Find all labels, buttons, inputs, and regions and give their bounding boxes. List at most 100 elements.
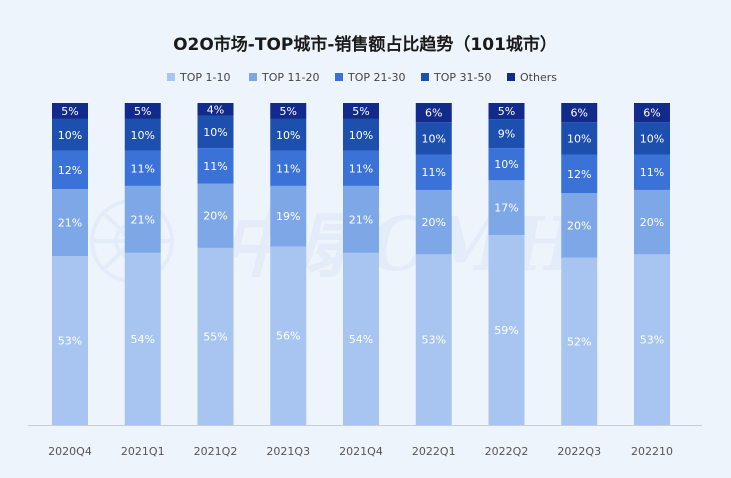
bar-segment (634, 103, 670, 123)
bar-segment (415, 122, 452, 155)
data-label: 10% (494, 158, 518, 171)
bar-segment (52, 103, 88, 119)
data-label: 5% (280, 105, 297, 118)
bar-segment (52, 256, 88, 425)
bar-segment (124, 252, 161, 425)
data-label: 54% (349, 333, 373, 346)
bar-segment (197, 115, 234, 149)
bar-segment (415, 254, 452, 425)
legend-label: TOP 21-30 (347, 71, 405, 84)
data-label: 5% (498, 105, 515, 118)
x-tick-label: 2020Q4 (48, 445, 92, 458)
bar-segment (561, 257, 598, 425)
data-label: 17% (494, 202, 518, 215)
legend-item: Others (507, 71, 557, 84)
data-label: 12% (567, 168, 591, 181)
legend-swatch (167, 73, 175, 81)
bar-segment (561, 122, 598, 155)
bar-stack: 52% 20% 12% 10% 6% (561, 103, 598, 425)
bar-stack: 53% 21% 12% 10% 5% (52, 103, 88, 425)
bar-segment (197, 183, 234, 248)
x-tick-label: 2021Q1 (121, 445, 165, 458)
legend-item: TOP 31-50 (421, 71, 491, 84)
bar-segment (561, 103, 598, 123)
bar-stack: 54% 21% 11% 10% 5% (124, 103, 161, 425)
data-label: 11% (131, 162, 155, 175)
data-label: 20% (203, 210, 227, 223)
data-label: 20% (567, 219, 591, 232)
legend-item: TOP 21-30 (335, 71, 405, 84)
bar-segment (343, 118, 379, 151)
x-tick-label: 2021Q3 (266, 445, 310, 458)
bar-segment (52, 118, 88, 151)
data-label: 20% (640, 216, 664, 229)
data-label: 21% (349, 213, 373, 226)
bar-segment (343, 103, 379, 119)
bars: 53% 21% 12% 10% 5% 54% 21% 11% 10% 5% 55% 20% 11% 10%… (52, 103, 670, 425)
data-label: 10% (131, 129, 155, 142)
bar-segment (488, 235, 525, 425)
legend-item: TOP 11-20 (249, 71, 319, 84)
data-label: 20% (422, 216, 446, 229)
data-label: 5% (352, 105, 369, 118)
data-label: 54% (131, 333, 155, 346)
bar-segment (634, 154, 670, 190)
bar-segment (488, 103, 525, 120)
data-label: 21% (131, 213, 155, 226)
data-label: 11% (276, 162, 300, 175)
bar-segment (270, 103, 307, 119)
data-label: 9% (498, 128, 515, 141)
legend-swatch (421, 73, 429, 81)
x-tick-label: 202210 (631, 445, 673, 458)
bar-segment (634, 122, 670, 155)
chart-title: O2O市场-TOP城市-销售额占比趋势（101城市） (173, 34, 557, 55)
bar-segment (197, 148, 234, 184)
x-tick-label: 2022Q3 (557, 445, 601, 458)
data-label: 56% (276, 330, 300, 343)
data-label: 10% (567, 132, 591, 145)
x-axis: 2020Q4 2021Q1 2021Q2 2021Q3 2021Q4 2022Q1 2022… (28, 425, 702, 458)
bar-stack: 59% 17% 10% 9% 5% (488, 103, 525, 425)
bar-segment (488, 180, 525, 236)
x-tick-label: 2021Q2 (194, 445, 238, 458)
bar-segment (488, 119, 525, 149)
bar-segment (561, 193, 598, 258)
bar-segment (197, 247, 234, 425)
data-label: 5% (61, 105, 78, 118)
bar-segment (415, 154, 452, 190)
data-label: 52% (567, 335, 591, 348)
legend-label: TOP 31-50 (433, 71, 491, 84)
data-label: 55% (203, 330, 227, 343)
legend: TOP 1-10 TOP 11-20 TOP 21-30 TOP 31-50 Other… (167, 71, 557, 84)
bar-segment (270, 150, 307, 186)
data-label: 11% (203, 160, 227, 173)
x-tick-label: 2021Q4 (339, 445, 383, 458)
data-label: 19% (276, 210, 300, 223)
bar-stack: 56% 19% 11% 10% 5% (270, 103, 307, 425)
bar-segment (52, 150, 88, 190)
data-label: 11% (349, 162, 373, 175)
bar-stack: 55% 20% 11% 10% 4% (197, 103, 234, 425)
data-label: 21% (58, 217, 82, 230)
data-label: 10% (640, 132, 664, 145)
bar-segment (52, 189, 88, 257)
bar-segment (488, 148, 525, 181)
legend-swatch (335, 73, 343, 81)
data-label: 6% (643, 107, 660, 120)
legend-item: TOP 1-10 (167, 71, 230, 84)
bar-stack: 53% 20% 11% 10% 6% (634, 103, 670, 425)
bar-stack: 54% 21% 11% 10% 5% (343, 103, 379, 425)
bar-segment (343, 185, 379, 253)
data-label: 4% (207, 103, 224, 116)
data-label: 10% (349, 129, 373, 142)
bar-segment (561, 154, 598, 194)
data-label: 53% (58, 335, 82, 348)
data-label: 53% (422, 334, 446, 347)
bar-segment (634, 254, 670, 425)
data-label: 10% (422, 132, 446, 145)
bar-segment (270, 118, 307, 151)
data-label: 10% (276, 129, 300, 142)
bar-segment (124, 185, 161, 253)
bar-segment (124, 150, 161, 186)
